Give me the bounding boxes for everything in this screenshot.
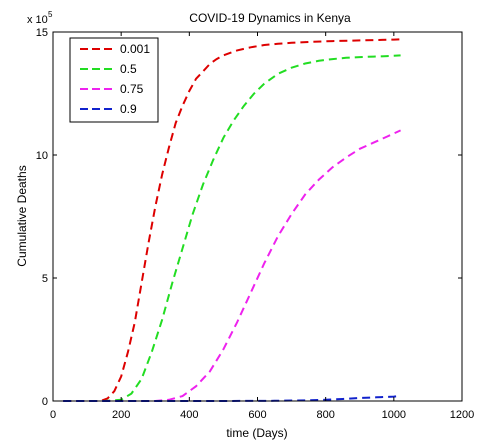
- series-line-1: [63, 54, 401, 402]
- y-multiplier: x 10 5: [27, 10, 53, 26]
- x-tick-label: 800: [316, 409, 334, 421]
- legend: 0.001 0.5 0.75 0.9: [69, 37, 159, 123]
- y-tick-label: 5: [42, 273, 48, 285]
- series-line-2: [63, 129, 402, 402]
- y-tick-label: 10: [36, 150, 48, 162]
- y-multiplier-exponent: 5: [48, 10, 53, 19]
- x-tick-label: 600: [248, 409, 266, 421]
- chart-title: COVID-19 Dynamics in Kenya: [189, 11, 351, 25]
- x-tick-label: 200: [112, 409, 130, 421]
- x-tick-label: 1200: [450, 409, 474, 421]
- ticks-layer: 0 200 400 600 800 1000 1200 0 5 10 15: [36, 27, 474, 421]
- y-tick-label: 0: [42, 396, 48, 408]
- y-multiplier-label: x 10: [27, 14, 48, 26]
- x-axis-label: time (Days): [226, 426, 287, 440]
- legend-label: 0.5: [120, 62, 137, 76]
- legend-label: 0.001: [120, 42, 150, 56]
- x-tick-label: 0: [50, 409, 56, 421]
- legend-label: 0.9: [120, 102, 137, 116]
- y-tick-label: 15: [36, 27, 48, 39]
- y-axis-label: Cumulative Deaths: [15, 165, 29, 266]
- x-tick-label: 1000: [382, 409, 406, 421]
- legend-label: 0.75: [120, 82, 144, 96]
- x-tick-label: 400: [180, 409, 198, 421]
